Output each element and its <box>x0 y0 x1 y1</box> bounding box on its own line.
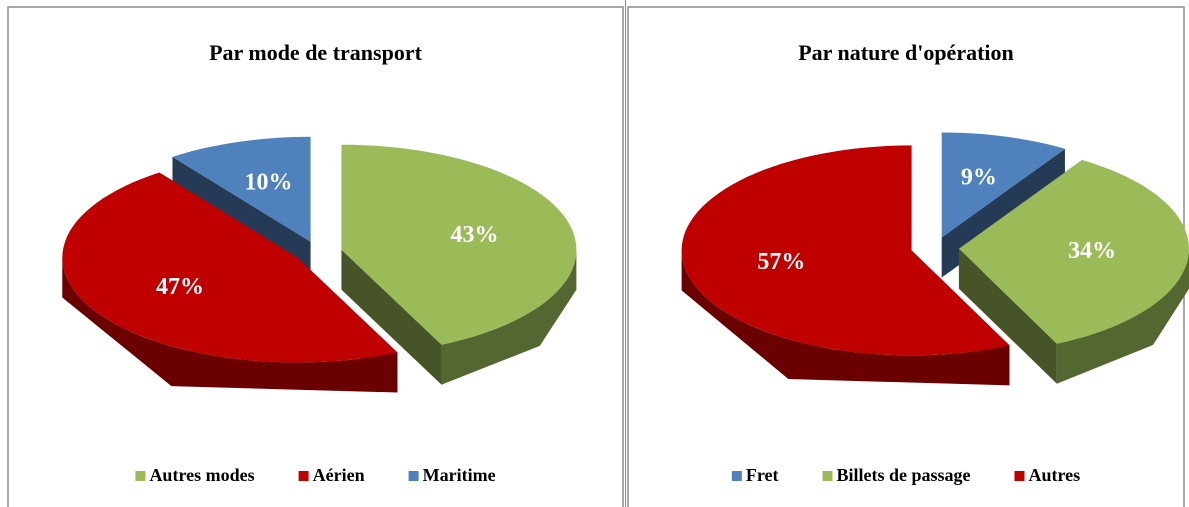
legend-label: Aérien <box>313 465 365 485</box>
legend-swatch <box>731 471 742 481</box>
data-label: 9% <box>961 164 997 190</box>
slice-side <box>441 249 577 385</box>
data-label: 47% <box>156 274 204 300</box>
data-label: 57% <box>757 249 805 275</box>
slice <box>941 132 1065 238</box>
slice <box>172 136 311 242</box>
data-label: 10% <box>244 169 292 195</box>
slice <box>62 172 398 363</box>
data-label: 34% <box>1068 238 1116 264</box>
legend-swatch <box>822 471 833 481</box>
legend-label: Autres modes <box>149 465 254 485</box>
legend-label: Maritime <box>423 465 496 485</box>
slice-cut-face <box>958 248 1057 384</box>
panel-border <box>7 6 624 507</box>
slice-side <box>1056 248 1189 384</box>
data-label: 43% <box>450 222 498 248</box>
slice <box>681 145 1010 356</box>
legend-swatch <box>1014 471 1025 481</box>
slice <box>958 160 1189 344</box>
slice-side <box>681 250 1010 386</box>
legend-label: Fret <box>746 465 779 485</box>
legend-label: Billets de passage <box>836 465 970 485</box>
legend-swatch <box>298 471 309 481</box>
legend-label: Autres <box>1029 465 1081 485</box>
chart-title: Par mode de transport <box>209 40 423 65</box>
slice <box>341 144 577 345</box>
slice-side <box>62 257 398 393</box>
slice-cut-face <box>341 249 442 385</box>
legend-swatch <box>135 471 146 481</box>
chart-title: Par nature d'opération <box>798 40 1014 65</box>
legend-swatch <box>408 471 419 481</box>
